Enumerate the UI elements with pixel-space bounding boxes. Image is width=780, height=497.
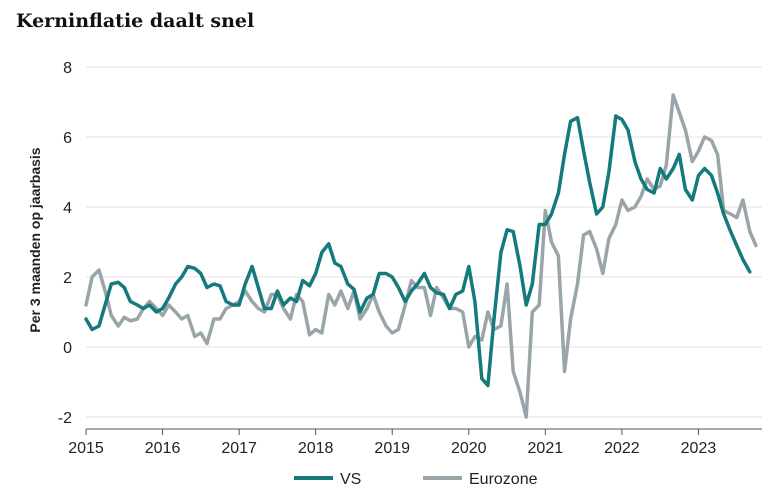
y-tick-label: 4 [63,200,72,217]
y-axis-label: Per 3 maanden op jaarbasis [27,147,43,332]
legend: VS Eurozone [294,471,538,488]
legend-label: Eurozone [469,471,538,488]
x-tick-label: 2016 [145,440,181,457]
y-tick-label: 8 [63,60,72,77]
x-tick-label: 2018 [298,440,334,457]
series-lines [84,93,758,419]
x-tick-label: 2020 [451,440,487,457]
y-tick-label: -2 [58,410,72,427]
x-axis-ticks: 2015 2016 2017 2018 2019 2020 2021 2022 2023 [68,429,716,457]
chart-title: Kerninflatie daalt snel [16,10,255,32]
y-axis-ticks: -2 0 2 4 6 8 [58,60,72,427]
x-tick-label: 2023 [681,440,717,457]
grid-lines [86,66,762,418]
y-tick-label: 0 [63,340,72,357]
x-tick-label: 2022 [604,440,640,457]
x-tick-label: 2019 [374,440,410,457]
x-tick-label: 2017 [221,440,257,457]
x-tick-label: 2021 [528,440,564,457]
legend-label: VS [340,471,361,488]
series-line-vs [84,114,752,388]
y-tick-label: 6 [63,130,72,147]
x-tick-label: 2015 [68,440,104,457]
y-tick-label: 2 [63,270,72,287]
series-line-eurozone [84,93,758,419]
